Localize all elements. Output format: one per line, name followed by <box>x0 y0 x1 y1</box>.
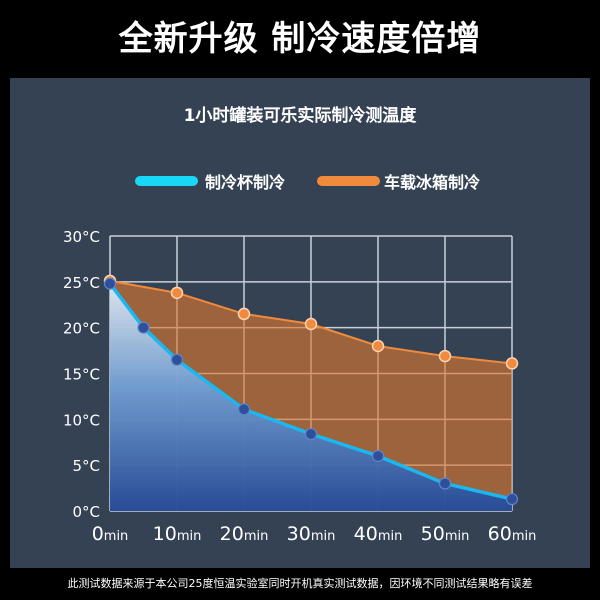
x-tick-label: 20min <box>220 523 269 545</box>
y-tick-label: 5°C <box>72 457 100 475</box>
point-fridge <box>438 349 452 363</box>
point-fridge <box>304 317 318 331</box>
page-headline: 全新升级 制冷速度倍增 <box>118 19 482 59</box>
chart-areas <box>110 280 512 511</box>
x-tick-label: 50min <box>421 523 470 545</box>
chart-points <box>103 274 519 506</box>
point-cup <box>137 321 150 334</box>
y-tick-label: 15°C <box>63 366 100 384</box>
point-fridge <box>371 339 385 353</box>
point-cup <box>170 353 184 366</box>
x-axis-ticks: 0min 10min 20min 30min 40min 50min 60min <box>92 523 537 545</box>
point-cup <box>103 277 117 290</box>
point-fridge <box>170 286 184 300</box>
area-cup <box>110 283 512 511</box>
legend-label-fridge: 车载冰箱制冷 <box>384 173 480 192</box>
y-tick-label: 25°C <box>63 274 100 292</box>
legend: 制冷杯制冷 车载冰箱制冷 <box>135 173 480 192</box>
y-axis-ticks: 30°C 25°C 20°C 15°C 10°C 5°C 0°C <box>63 228 100 521</box>
footnote: 此测试数据来源于本公司25度恒温实验室同时开机真实测试数据，因环境不同测试结果略… <box>67 577 533 590</box>
x-tick-label: 60min <box>488 523 537 545</box>
x-tick-label: 0min <box>92 523 129 545</box>
point-cup <box>505 492 519 506</box>
y-tick-label: 20°C <box>63 320 100 338</box>
point-fridge <box>505 357 519 370</box>
point-cup <box>438 477 452 490</box>
line-cup <box>108 282 513 501</box>
y-tick-label: 0°C <box>72 503 100 521</box>
x-tick-label: 40min <box>354 523 403 545</box>
chart-title: 1小时罐装可乐实际制冷测温度 <box>184 105 418 126</box>
y-tick-label: 10°C <box>63 411 100 429</box>
x-tick-label: 30min <box>287 523 336 545</box>
legend-label-cup: 制冷杯制冷 <box>205 173 285 192</box>
x-tick-label: 10min <box>153 523 202 545</box>
point-cup <box>304 427 318 441</box>
point-cup <box>371 449 385 463</box>
point-fridge <box>237 307 251 321</box>
point-cup <box>237 403 251 416</box>
y-tick-label: 30°C <box>63 228 100 246</box>
